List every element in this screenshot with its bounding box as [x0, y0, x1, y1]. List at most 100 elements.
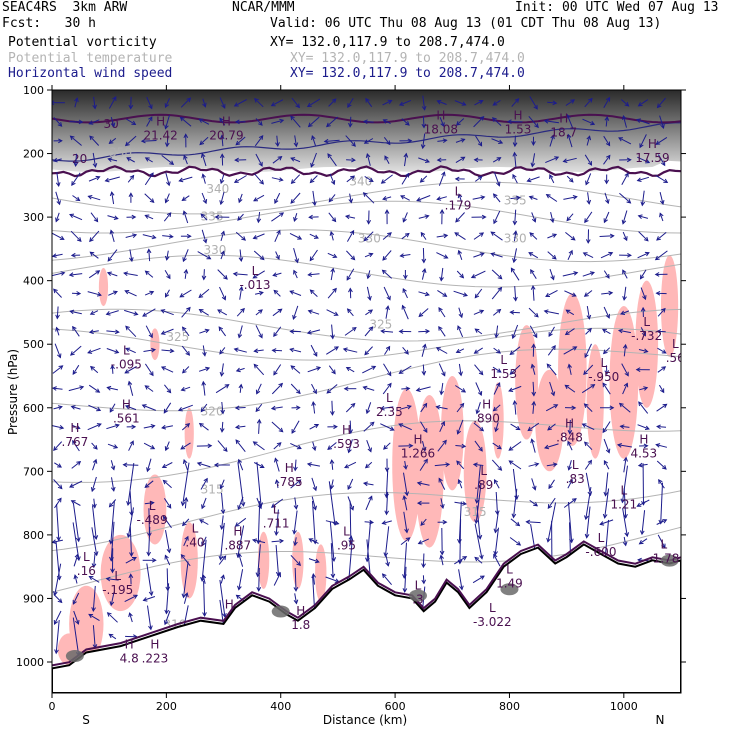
wind-arrow	[366, 286, 371, 301]
wind-arrowhead	[401, 304, 406, 310]
wind-arrowhead	[233, 102, 239, 107]
wind-arrow	[655, 174, 668, 183]
negative-pv-region	[180, 522, 198, 599]
wind-arrowhead	[585, 239, 591, 244]
wind-arrow	[202, 345, 206, 356]
wind-arrow	[492, 442, 502, 450]
wind-arrowhead	[526, 177, 532, 183]
y-axis-label: Pressure (hPa)	[6, 349, 20, 435]
wind-arrow	[511, 98, 519, 107]
wind-arrow	[640, 269, 647, 279]
wind-arrowhead	[92, 458, 98, 464]
wind-arrow	[163, 498, 172, 509]
extremum-kind: L	[489, 601, 496, 615]
wind-arrow	[166, 250, 169, 260]
wind-arrow	[527, 422, 540, 431]
wind-arrowhead	[562, 158, 568, 163]
wind-arrowhead	[181, 368, 187, 374]
wind-arrow	[622, 210, 628, 224]
wind-arrow	[145, 325, 153, 338]
wind-arrow	[456, 118, 465, 126]
wind-arrow	[308, 273, 320, 276]
wind-arrow	[418, 538, 430, 545]
wind-arrowhead	[403, 465, 408, 470]
wind-arrow	[365, 496, 373, 511]
wind-arrowhead	[554, 156, 560, 161]
wind-arrowhead	[351, 326, 357, 332]
wind-arrow	[530, 269, 537, 279]
wind-arrow	[440, 498, 444, 509]
wind-arrow	[307, 367, 321, 373]
wind-arrow	[293, 510, 298, 534]
wind-arrow	[345, 403, 356, 413]
negative-pv-region	[635, 280, 659, 408]
wind-arrowhead	[55, 182, 61, 188]
wind-arrowhead	[220, 574, 225, 580]
wind-arrow	[70, 135, 82, 146]
wind-arrow	[547, 423, 556, 431]
wind-arrow	[364, 346, 373, 355]
wind-arrowhead	[459, 402, 465, 408]
wind-arrowhead	[533, 104, 538, 110]
wind-arrowhead	[605, 154, 611, 160]
wind-arrow	[328, 481, 336, 525]
wind-arrowhead	[626, 157, 632, 163]
wind-arrowhead	[126, 533, 132, 539]
wind-arrowhead	[307, 309, 313, 314]
wind-arrowhead	[57, 484, 63, 490]
wind-arrow	[346, 367, 355, 373]
wind-arrow	[531, 153, 536, 167]
wind-arrowhead	[110, 465, 116, 471]
wind-arrow	[290, 192, 301, 204]
wind-arrow	[604, 192, 609, 204]
wind-arrowhead	[389, 426, 395, 431]
wind-arrowhead	[252, 274, 258, 279]
wind-arrow	[418, 330, 430, 333]
wind-arrowhead	[199, 519, 204, 524]
wind-arrow	[88, 384, 100, 393]
wind-arrow	[493, 554, 501, 567]
extremum-value: 4.8	[120, 652, 139, 666]
wind-arrow	[474, 176, 483, 182]
wind-arrowhead	[221, 295, 227, 301]
surface-pv-blob	[271, 605, 290, 618]
wind-arrow	[603, 155, 611, 165]
wind-arrowhead	[204, 328, 210, 334]
wind-arrow	[531, 439, 536, 453]
wind-arrow	[293, 247, 299, 263]
wind-arrow	[92, 459, 97, 471]
wind-arrow	[546, 194, 558, 202]
wind-arrowhead	[326, 122, 331, 128]
wind-arrow	[203, 269, 205, 280]
extremum-kind: H	[125, 638, 134, 652]
wind-arrowhead	[573, 271, 579, 276]
wind-arrowhead	[349, 505, 355, 511]
north-end-label: N	[656, 713, 665, 727]
wind-arrowhead	[52, 253, 57, 258]
wind-arrowhead	[456, 460, 461, 466]
wind-arrow	[583, 252, 594, 259]
field-1-xy: XY= 132.0,117.9 to 208.7,474.0	[270, 35, 505, 50]
wind-arrowhead	[368, 252, 374, 258]
wind-arrow	[179, 176, 193, 182]
wind-arrowhead	[567, 465, 572, 471]
wind-arrow	[420, 403, 428, 413]
wind-arrow	[383, 442, 391, 450]
wind-arrowhead	[87, 349, 93, 354]
wind-arrow	[129, 612, 133, 623]
wind-arrowhead	[435, 347, 441, 352]
tropopause-contour	[52, 165, 681, 178]
wind-arrow	[492, 309, 501, 316]
wind-arrowhead	[405, 172, 410, 178]
wind-arrow	[326, 116, 338, 127]
wind-arrowhead	[129, 552, 134, 558]
wind-arrow	[473, 310, 484, 315]
wind-arrow	[164, 610, 171, 625]
wind-arrowhead	[441, 171, 446, 177]
wind-arrow	[290, 479, 301, 489]
wind-arrow	[56, 306, 59, 319]
wind-arrow	[89, 230, 100, 242]
wind-arrow	[657, 154, 666, 166]
wind-arrow	[569, 419, 571, 434]
